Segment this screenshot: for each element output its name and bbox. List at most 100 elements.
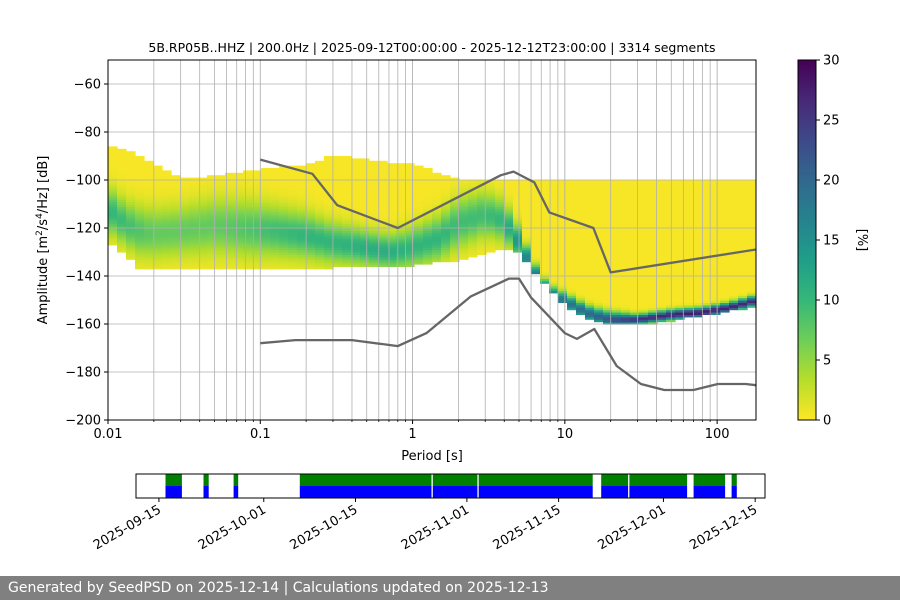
heatmap-cell [351, 259, 361, 263]
heatmap-cell [675, 192, 685, 195]
heatmap-cell [720, 194, 730, 198]
heatmap-cell [162, 218, 172, 222]
colorbar-tick-label: 10 [823, 294, 840, 309]
heatmap-cell [153, 247, 163, 251]
heatmap-cell [189, 235, 199, 239]
heatmap-cell [261, 235, 271, 239]
heatmap-cell [603, 187, 613, 191]
heatmap-cell [738, 252, 748, 255]
heatmap-cell [180, 211, 190, 215]
data-availability-timeline [165, 474, 737, 498]
timeline-date-label: 2025-12-01 [596, 502, 669, 553]
heatmap-cell [639, 223, 649, 227]
heatmap-cell [126, 249, 136, 253]
heatmap-cell [675, 187, 685, 191]
heatmap-cell [567, 285, 577, 289]
heatmap-cell [720, 235, 730, 239]
heatmap-cell [351, 201, 361, 205]
heatmap-cell [396, 216, 406, 219]
heatmap-cell [144, 247, 154, 251]
heatmap-cell [108, 235, 118, 239]
heatmap-cell [738, 295, 748, 299]
heatmap-cell [288, 172, 298, 176]
heatmap-cell [432, 196, 442, 200]
heatmap-cell [603, 292, 613, 296]
heatmap-cell [180, 242, 190, 246]
heatmap-cell [513, 218, 523, 222]
heatmap-cell [144, 196, 154, 200]
heatmap-cell [153, 240, 163, 243]
heatmap-cell [333, 196, 343, 200]
heatmap-cell [576, 230, 586, 234]
timeline-total-segment [693, 486, 726, 498]
heatmap-cell [225, 264, 235, 267]
heatmap-cell [360, 182, 370, 186]
heatmap-cell [117, 223, 127, 227]
heatmap-cell [342, 170, 352, 174]
timeline-date-label: 2025-09-15 [91, 502, 164, 553]
heatmap-cell [684, 292, 694, 296]
heatmap-cell [513, 189, 523, 193]
heatmap-cell [702, 213, 712, 217]
heatmap-cell [711, 285, 721, 289]
heatmap-cell [351, 208, 361, 212]
heatmap-cell [225, 220, 235, 224]
heatmap-cell [270, 247, 280, 251]
heatmap-cell [522, 259, 532, 263]
heatmap-cell [630, 220, 640, 224]
heatmap-cell [675, 254, 685, 258]
heatmap-cell [135, 189, 145, 193]
heatmap-cell [180, 201, 190, 205]
heatmap-cell [648, 319, 658, 323]
heatmap-cell [387, 230, 397, 234]
heatmap-cell [306, 228, 316, 231]
heatmap-cell [513, 187, 523, 191]
heatmap-cell [576, 266, 586, 270]
heatmap-cell [747, 225, 756, 229]
heatmap-cell [711, 278, 721, 282]
heatmap-cell [126, 237, 136, 241]
heatmap-cell [702, 182, 712, 186]
heatmap-cell [279, 216, 289, 219]
heatmap-cell [459, 247, 469, 251]
heatmap-cell [477, 192, 487, 195]
heatmap-cell [621, 285, 631, 289]
heatmap-cell [621, 307, 631, 311]
heatmap-cell [270, 259, 280, 263]
heatmap-cell [468, 201, 478, 205]
heatmap-cell [558, 230, 568, 234]
heatmap-cell [144, 201, 154, 205]
heatmap-cell [603, 189, 613, 193]
heatmap-cell [378, 196, 388, 200]
heatmap-cell [693, 300, 703, 303]
heatmap-cell [729, 307, 739, 311]
heatmap-cell [603, 271, 613, 275]
heatmap-cell [270, 168, 280, 171]
heatmap-cell [486, 206, 496, 210]
heatmap-cell [693, 194, 703, 198]
heatmap-cell [612, 264, 622, 267]
heatmap-cell [738, 182, 748, 186]
heatmap-cell [117, 220, 127, 224]
heatmap-cell [612, 295, 622, 299]
heatmap-cell [549, 290, 559, 294]
heatmap-cell [378, 254, 388, 258]
heatmap-cell [369, 216, 379, 219]
heatmap-cell [333, 240, 343, 243]
heatmap-cell [387, 189, 397, 193]
heatmap-cell [657, 192, 667, 195]
heatmap-cell [333, 160, 343, 164]
heatmap-cell [189, 199, 199, 203]
heatmap-cell [585, 194, 595, 198]
heatmap-cell [432, 189, 442, 193]
heatmap-cell [279, 230, 289, 234]
heatmap-cell [468, 218, 478, 222]
heatmap-cell [594, 271, 604, 275]
heatmap-cell [612, 220, 622, 224]
heatmap-cell [495, 204, 505, 207]
heatmap-cell [234, 220, 244, 224]
heatmap-cell [684, 295, 694, 299]
heatmap-cell [279, 172, 289, 176]
heatmap-cell [144, 237, 154, 241]
heatmap-cell [306, 220, 316, 224]
